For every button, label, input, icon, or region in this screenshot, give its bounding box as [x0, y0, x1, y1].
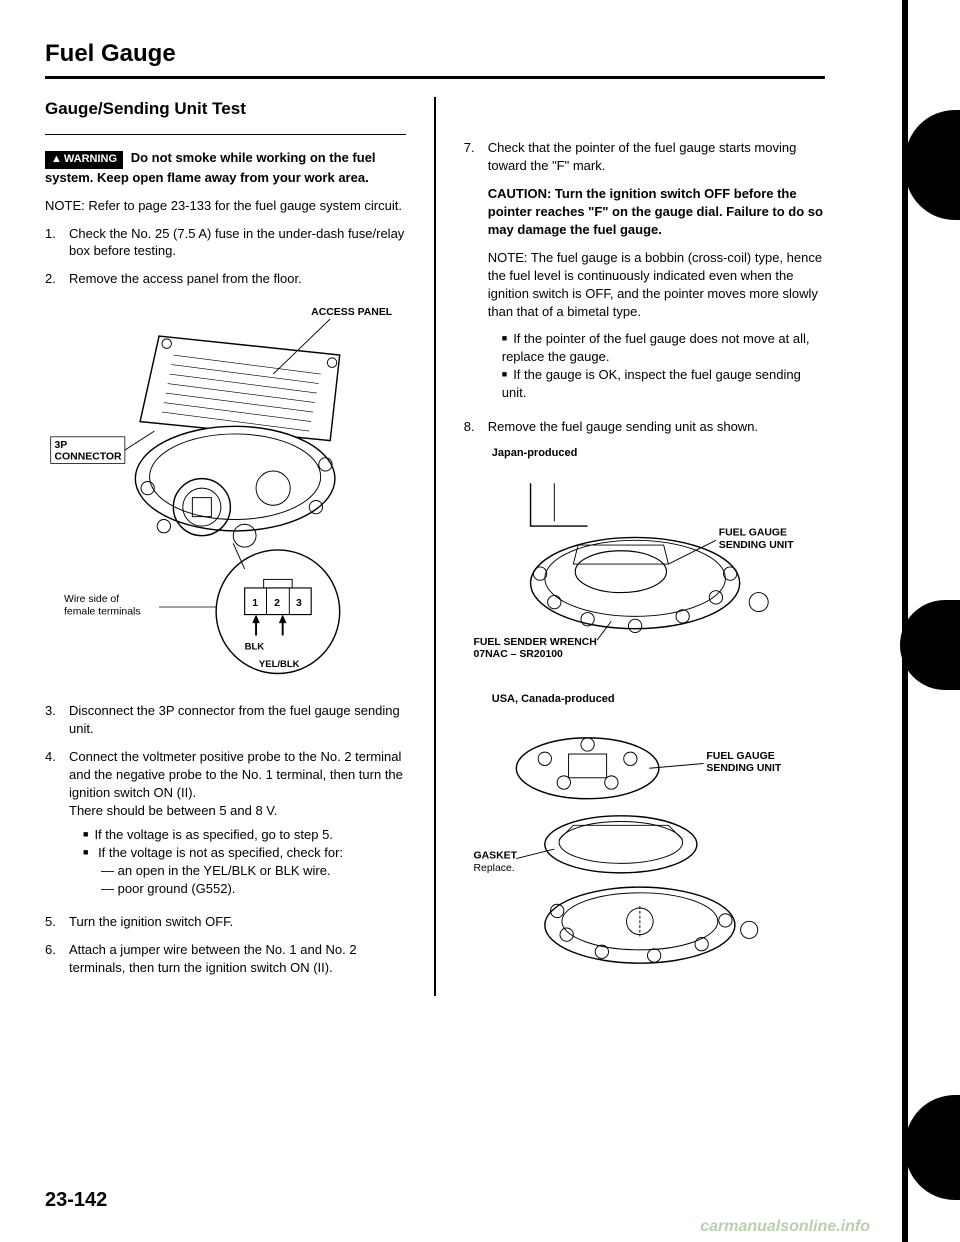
pin-2: 2: [274, 598, 280, 609]
step-6: 6.Attach a jumper wire between the No. 1…: [45, 941, 406, 977]
step-6-text: Attach a jumper wire between the No. 1 a…: [69, 941, 406, 977]
step-5: 5.Turn the ignition switch OFF.: [45, 913, 406, 931]
figure-usa: FUEL GAUGE SENDING UNIT GASKET Replace.: [464, 716, 825, 982]
step-4-bullet-1: If the voltage is as specified, go to st…: [83, 826, 406, 844]
binder-tab-top: [905, 110, 960, 220]
page-number: 23-142: [45, 1189, 107, 1212]
label-sending-unit-2: SENDING UNIT: [706, 763, 781, 774]
label-wrench-2: 07NAC – SR20100: [473, 650, 563, 661]
note-text: NOTE: Refer to page 23-133 for the fuel …: [45, 197, 406, 215]
pin-3: 3: [296, 598, 302, 609]
label-gasket-2: Replace.: [473, 863, 514, 874]
warning-label: WARNING: [64, 153, 117, 165]
label-connector: CONNECTOR: [55, 452, 123, 463]
step-8-text: Remove the fuel gauge sending unit as sh…: [488, 418, 825, 436]
right-column: 7. Check that the pointer of the fuel ga…: [464, 97, 825, 996]
label-fuel-gauge-1: FUEL GAUGE: [719, 528, 787, 539]
label-japan: Japan-produced: [492, 446, 825, 461]
page-title: Fuel Gauge: [45, 40, 825, 68]
step-7-bullet-1: If the pointer of the fuel gauge does no…: [502, 330, 825, 366]
note-7-text: NOTE: The fuel gauge is a bobbin (cross-…: [488, 249, 825, 321]
label-3p: 3P: [55, 441, 68, 452]
label-wire-side-1: Wire side of: [64, 595, 119, 606]
label-usa: USA, Canada-produced: [492, 692, 825, 707]
binder-tabs: [870, 0, 960, 1242]
step-4-bullet-2: If the voltage is not as specified, chec…: [83, 844, 406, 898]
left-column: Gauge/Sending Unit Test ▲WARNING Do not …: [45, 97, 406, 996]
step-4-bullet-2-text: If the voltage is not as specified, chec…: [98, 845, 343, 860]
step-3: 3.Disconnect the 3P connector from the f…: [45, 702, 406, 738]
step-7: 7. Check that the pointer of the fuel ga…: [464, 139, 825, 408]
label-access-panel: ACCESS PANEL: [311, 307, 393, 318]
figure-japan: FUEL GAUGE SENDING UNIT FUEL SENDER WREN…: [464, 469, 825, 678]
step-4-dash-1: an open in the YEL/BLK or BLK wire.: [101, 862, 406, 880]
label-wire-side-2: female terminals: [64, 607, 141, 618]
binder-tab-bot: [905, 1095, 960, 1200]
figure-access-panel: ACCESS PANEL 3P CONNECTOR: [45, 298, 406, 688]
pin-1: 1: [252, 598, 258, 609]
step-4: 4. Connect the voltmeter positive probe …: [45, 748, 406, 904]
step-3-text: Disconnect the 3P connector from the fue…: [69, 702, 406, 738]
section-title: Gauge/Sending Unit Test: [45, 97, 406, 120]
label-yelblk: YEL/BLK: [259, 659, 300, 670]
label-fuel-gauge-2: FUEL GAUGE: [706, 750, 774, 761]
step-1-text: Check the No. 25 (7.5 A) fuse in the und…: [69, 225, 406, 261]
step-4-text: Connect the voltmeter positive probe to …: [69, 749, 403, 800]
binder-tab-mid: [900, 600, 960, 690]
rule-thick: [45, 76, 825, 79]
column-divider: [434, 97, 436, 996]
warning-badge: ▲WARNING: [45, 151, 123, 168]
warning-triangle-icon: ▲: [51, 152, 62, 167]
rule-thin: [45, 134, 406, 135]
step-4-dash-2: poor ground (G552).: [101, 880, 406, 898]
step-5-text: Turn the ignition switch OFF.: [69, 913, 406, 931]
watermark: carmanualsonline.info: [700, 1218, 870, 1236]
step-2: 2.Remove the access panel from the floor…: [45, 270, 406, 288]
step-2-text: Remove the access panel from the floor.: [69, 270, 406, 288]
step-8: 8.Remove the fuel gauge sending unit as …: [464, 418, 825, 436]
caution-text: CAUTION: Turn the ignition switch OFF be…: [488, 185, 825, 239]
step-7-bullet-2: If the gauge is OK, inspect the fuel gau…: [502, 366, 825, 402]
step-1: 1.Check the No. 25 (7.5 A) fuse in the u…: [45, 225, 406, 261]
label-gasket-1: GASKET: [473, 850, 517, 861]
warning-paragraph: ▲WARNING Do not smoke while working on t…: [45, 149, 406, 186]
label-wrench-1: FUEL SENDER WRENCH: [473, 637, 596, 648]
label-sending-unit-1: SENDING UNIT: [719, 540, 794, 551]
label-blk: BLK: [245, 642, 265, 653]
step-4b-text: There should be between 5 and 8 V.: [69, 803, 277, 818]
step-7-text: Check that the pointer of the fuel gauge…: [488, 140, 797, 173]
